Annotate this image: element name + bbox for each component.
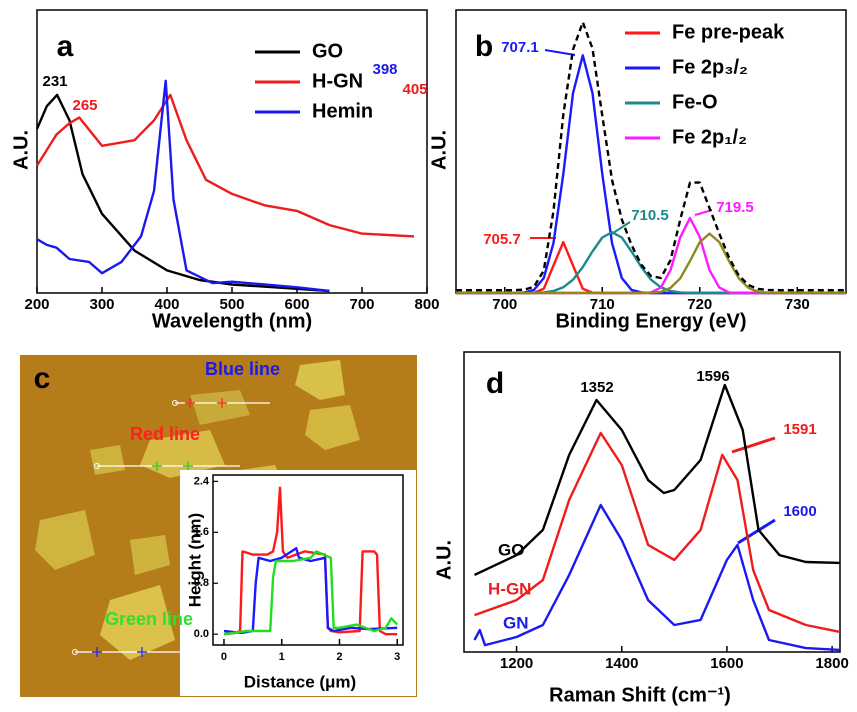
legend-label: Fe-O [672,91,718,113]
series-label: H-GN [488,579,531,598]
x-axis-label: Binding Energy (eV) [555,310,746,332]
y-axis-label: A.U. [428,130,450,170]
figure: 200300400500600700800GOH-GNHemin23126539… [0,0,857,712]
x-axis-label: Raman Shift (cm⁻¹) [549,684,731,706]
arrows [530,50,775,543]
image-label: Green line [105,609,193,629]
x-tick-label: 1600 [710,655,743,672]
annotation: 231 [42,73,67,90]
x-tick-label: 2 [336,651,342,663]
annotation: 265 [72,97,97,114]
x-axis-label: Distance (μm) [244,672,356,691]
annotation: 705.7 [483,231,521,248]
annotation: 1352 [580,379,613,396]
annotation: 1600 [783,503,816,520]
image-label: Blue line [205,359,280,379]
series-line [475,505,841,650]
legend-label: Fe pre-peak [672,21,785,43]
x-tick-label: 700 [349,296,374,313]
annotation: 1591 [783,421,816,438]
x-tick-label: 300 [89,296,114,313]
y-axis-label: Height (nm) [185,513,204,607]
x-tick-label: 730 [785,296,810,313]
x-tick-label: 700 [492,296,517,313]
series-line [456,22,846,290]
plot-frame [37,10,427,293]
annotation: 1596 [696,368,729,385]
y-axis-label: A.U. [10,130,32,170]
x-tick-label: 800 [414,296,439,313]
x-tick-label: 200 [24,296,49,313]
annotation: 707.1 [501,39,539,56]
panel-label: a [57,30,74,63]
panel-label: b [475,30,493,63]
legend-label: Fe 2p₁/₂ [672,126,747,148]
arrow [545,50,575,55]
annotation: 719.5 [716,199,754,216]
series-line [475,433,841,632]
x-tick-label: 1400 [605,655,638,672]
page: 200300400500600700800GOH-GNHemin23126539… [0,0,857,712]
series-line [456,218,846,293]
panel-label: c [34,362,51,395]
legend-label: Hemin [312,100,373,122]
x-tick-label: 1200 [500,655,533,672]
image-label: Red line [130,424,200,444]
y-tick-label: 0.0 [194,628,209,640]
panel-label: d [486,367,504,400]
annotation: 398 [372,61,397,78]
annotation: 405 [402,81,427,98]
x-tick-label: 1800 [815,655,848,672]
x-axis-label: Wavelength (nm) [152,310,312,332]
legend-label: Fe 2p₃/₂ [672,56,748,78]
x-tick-label: 1 [279,651,285,663]
legend-label: H-GN [312,70,363,92]
series-line [456,55,846,293]
series-line [456,242,846,293]
series-line [475,385,841,575]
legend-label: GO [312,40,343,62]
panel: 1200 1400 1600 1800 GO H-GN GN 1352 1596 1591 1600… [433,352,849,706]
annotation: 710.5 [631,207,669,224]
arrow [732,438,775,452]
series-label: GN [503,613,529,632]
y-tick-label: 2.4 [194,475,210,487]
x-tick-label: 3 [394,651,400,663]
x-tick-label: 0 [221,651,227,663]
y-axis-label: A.U. [433,540,455,580]
series-label: GO [498,540,524,559]
flake [90,445,125,475]
